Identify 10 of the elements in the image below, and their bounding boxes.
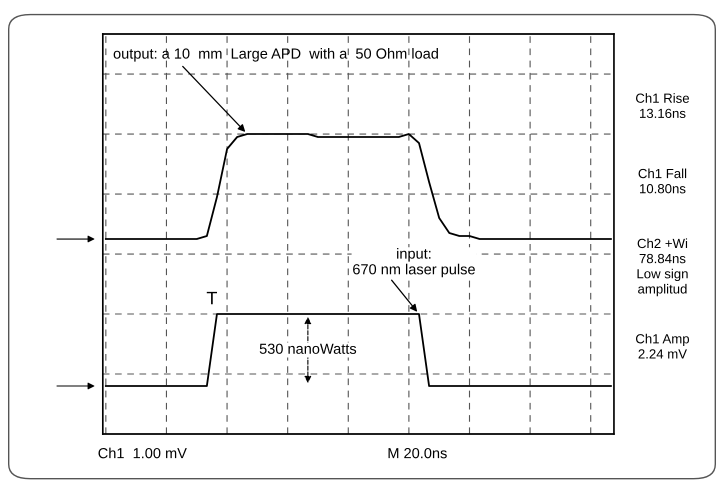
text: Ch1 Amp 2.24 mV: [636, 334, 690, 358]
text: Ch2 +Wi 78.84ns Low sign amplitud: [638, 238, 688, 296]
text: Ch1 1.00 mV: [98, 448, 187, 458]
annotation: 530 nanoWatts: [260, 344, 356, 354]
text: Ch1 Rise 13.16ns: [636, 93, 690, 118]
annotation: input: 670 nm laser pulse: [353, 248, 475, 278]
annotation: T: [206, 292, 218, 304]
text: M 20.0ns: [388, 448, 447, 458]
text: output: a 10 mm Large APD with a 50 Ohm load: [114, 48, 438, 62]
text: Ch1 Fall 10.80ns: [638, 168, 686, 194]
